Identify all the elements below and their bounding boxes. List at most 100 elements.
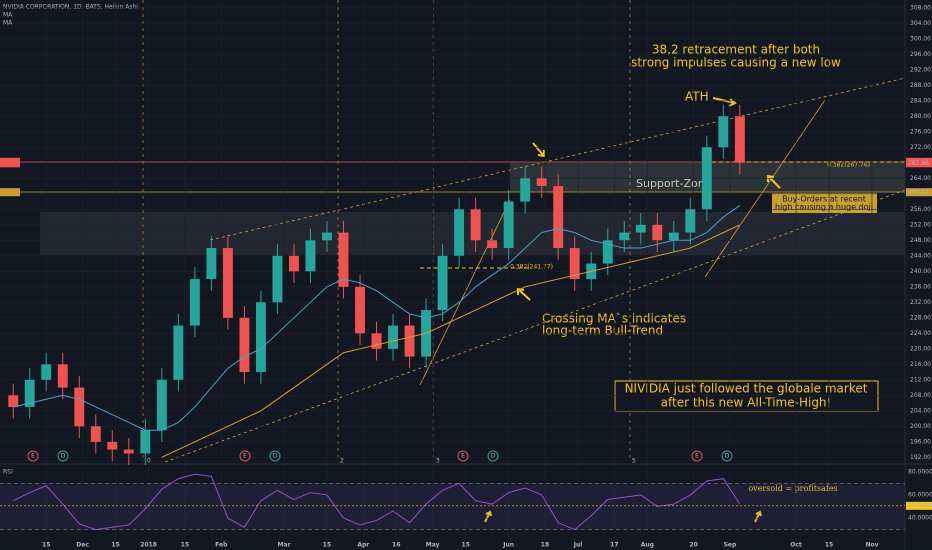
x-tick-label: Apr bbox=[357, 542, 369, 549]
y-tick-label: 272.00 bbox=[910, 144, 931, 151]
x-tick-label: Jul bbox=[573, 542, 583, 549]
candle-body bbox=[503, 201, 514, 249]
candle-body bbox=[140, 430, 151, 454]
candle-body bbox=[487, 240, 498, 249]
candle-body bbox=[619, 232, 630, 241]
last-badge-label: 50.5678 bbox=[908, 502, 932, 509]
candle-body bbox=[553, 186, 564, 249]
annotation: oversold = profitsafes bbox=[748, 484, 837, 493]
candle-body bbox=[734, 116, 745, 163]
y-tick-label: 308.00 bbox=[910, 4, 931, 11]
arrow bbox=[754, 510, 762, 523]
y-tick-label: 264.00 bbox=[910, 175, 931, 182]
event-label: D bbox=[725, 453, 730, 460]
wave-label: 2 bbox=[340, 458, 344, 465]
candle-body bbox=[338, 232, 349, 287]
event-label: D bbox=[61, 453, 66, 460]
x-tick-label: Mar bbox=[278, 542, 291, 549]
channel-line bbox=[209, 77, 906, 241]
legend-label: MA bbox=[3, 12, 13, 19]
ma-line bbox=[161, 224, 741, 458]
x-tick-label: 15 bbox=[323, 542, 331, 549]
wave-label: 3 bbox=[436, 458, 440, 465]
y-tick-label: 80.0000 bbox=[908, 468, 932, 475]
candle-body bbox=[74, 387, 85, 427]
y-tick-label: 196.00 bbox=[910, 438, 931, 445]
annotation: long-term Bull-Trend bbox=[542, 324, 663, 338]
event-label: D bbox=[491, 453, 496, 460]
x-tick-label: Dec bbox=[76, 542, 89, 549]
candle-body bbox=[173, 325, 184, 380]
price-badge-label: 267.86 bbox=[908, 160, 929, 167]
y-tick-label: 304.00 bbox=[910, 20, 931, 27]
arrow bbox=[532, 142, 545, 158]
x-tick-label: Aug bbox=[641, 542, 654, 549]
candle-body bbox=[255, 302, 266, 373]
annotation: strong impulses causing a new low bbox=[631, 56, 841, 70]
y-tick-label: 232.00 bbox=[910, 299, 931, 306]
y-tick-label: 292.00 bbox=[910, 66, 931, 73]
candle-body bbox=[701, 147, 712, 210]
candle-body bbox=[322, 232, 332, 241]
candle-body bbox=[404, 325, 415, 357]
wave-label: 0 bbox=[147, 458, 151, 465]
arrow bbox=[517, 287, 531, 301]
x-tick-label: Sep bbox=[724, 542, 737, 549]
chart-title: NVIDIA CORPORATION, 1D, BATS, Heikin Ash… bbox=[3, 4, 138, 11]
y-tick-label: 60.0000 bbox=[908, 491, 932, 498]
candle-body bbox=[156, 379, 167, 431]
candle-body bbox=[371, 333, 382, 349]
x-tick-label: Feb bbox=[215, 542, 228, 549]
annotation: ATH bbox=[685, 90, 709, 104]
note-box bbox=[772, 193, 877, 213]
legend-label: MA bbox=[3, 20, 13, 27]
y-tick-label: 192.00 bbox=[910, 454, 931, 461]
candle-body bbox=[289, 255, 299, 272]
x-tick-label: 2018 bbox=[140, 542, 157, 549]
candle-body bbox=[24, 379, 35, 407]
y-tick-label: 204.00 bbox=[910, 407, 931, 414]
x-tick-label: Nov bbox=[865, 542, 878, 549]
event-label: E bbox=[243, 453, 247, 460]
event-label: D bbox=[273, 453, 278, 460]
y-tick-label: 216.00 bbox=[910, 361, 931, 368]
annotation: Buy-Orders at recent bbox=[782, 195, 866, 204]
x-tick-label: Jun bbox=[502, 542, 514, 549]
candle-body bbox=[437, 255, 448, 311]
fib-label: 0.382(241.77) bbox=[510, 264, 553, 271]
ma-line bbox=[13, 205, 741, 431]
candle-body bbox=[206, 248, 217, 280]
candle-body bbox=[569, 248, 580, 280]
candle-body bbox=[520, 178, 531, 202]
x-tick-label: 20 bbox=[689, 542, 697, 549]
y-tick-label: 208.00 bbox=[910, 392, 931, 399]
arrow bbox=[484, 510, 492, 523]
trend-line bbox=[704, 99, 826, 278]
x-tick-label: 16 bbox=[392, 542, 400, 549]
event-icon bbox=[721, 450, 733, 462]
candle-body bbox=[635, 224, 646, 233]
candle-body bbox=[222, 248, 233, 318]
x-tick-label: Oct bbox=[790, 542, 802, 549]
y-tick-label: 244.00 bbox=[910, 252, 931, 259]
note-box bbox=[614, 380, 879, 412]
candle-body bbox=[272, 255, 283, 303]
candle-body bbox=[90, 426, 101, 442]
candle-body bbox=[454, 209, 465, 256]
candle-body bbox=[536, 178, 547, 187]
arrows bbox=[484, 97, 781, 523]
y-tick-label: 240.00 bbox=[910, 268, 931, 275]
annotation: 38,2 retracement after both bbox=[652, 43, 820, 57]
x-tick-label: 17 bbox=[610, 542, 618, 549]
event-icon bbox=[27, 450, 39, 462]
price-badge bbox=[0, 159, 20, 168]
last-badge bbox=[906, 501, 932, 510]
event-icon bbox=[57, 450, 69, 462]
candle-body bbox=[668, 232, 679, 241]
annotation: Support-Zone bbox=[636, 177, 712, 190]
candle-body bbox=[388, 325, 399, 349]
event-icon bbox=[239, 450, 251, 462]
price-badge-label: 260.41 bbox=[908, 189, 929, 196]
rsi-band bbox=[0, 483, 905, 530]
